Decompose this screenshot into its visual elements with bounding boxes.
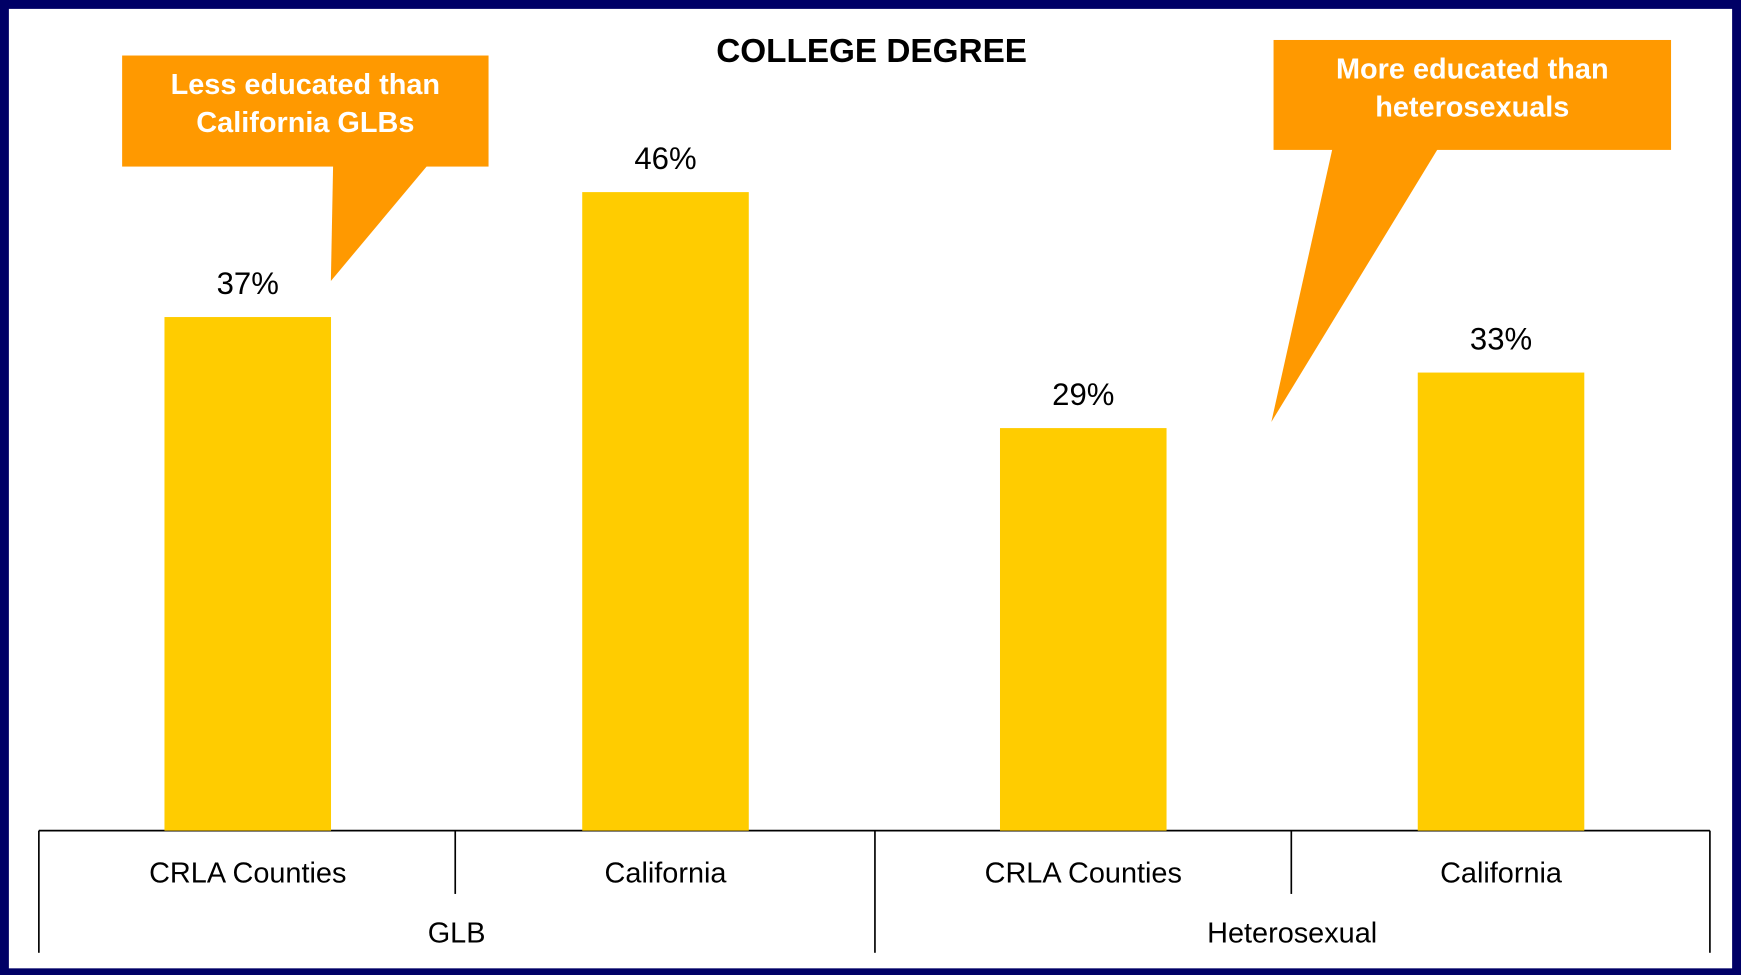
bar bbox=[999, 428, 1167, 831]
group-label: GLB bbox=[428, 918, 486, 950]
x-tick-label: CRLA Counties bbox=[149, 858, 346, 890]
annotation: California GLBs bbox=[196, 107, 414, 139]
x-tick-label: CRLA Counties bbox=[985, 858, 1182, 890]
x-tick-label: California bbox=[605, 858, 728, 890]
annotation: Less educated than bbox=[171, 69, 440, 101]
annotation: More educated than bbox=[1336, 54, 1609, 86]
callout-box bbox=[1273, 39, 1672, 150]
value-label: 37% bbox=[217, 266, 279, 301]
value-label: 33% bbox=[1470, 322, 1532, 357]
bar bbox=[164, 317, 332, 831]
value-label: 46% bbox=[634, 141, 696, 176]
x-tick-label: California bbox=[1440, 858, 1563, 890]
group-label: Heterosexual bbox=[1207, 918, 1377, 950]
callout-box bbox=[122, 55, 489, 167]
callout-pointer bbox=[330, 165, 428, 281]
chart-title: COLLEGE DEGREE bbox=[716, 33, 1027, 70]
value-label: 29% bbox=[1052, 377, 1114, 412]
bar bbox=[1417, 372, 1585, 831]
annotation: heterosexuals bbox=[1375, 91, 1569, 123]
callout: Less educated than California GLBs bbox=[122, 55, 489, 281]
bar bbox=[582, 192, 749, 831]
